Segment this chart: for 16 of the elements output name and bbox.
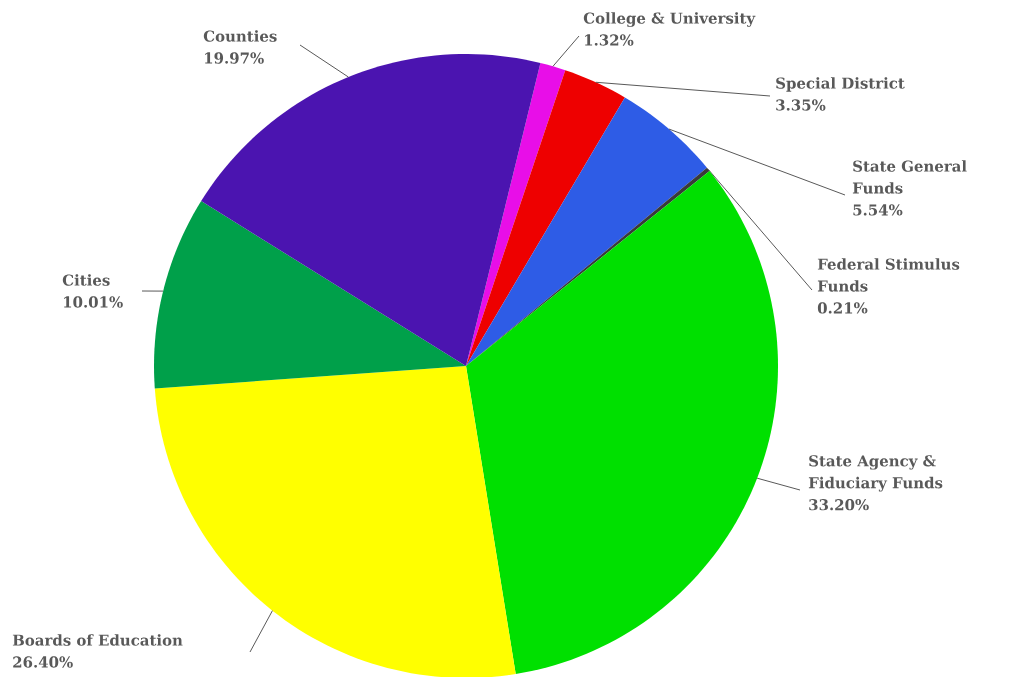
data-label: 10.01% [64,296,123,308]
slice-label: Boards of Education [12,634,183,646]
slice-label: Counties [203,30,277,42]
slice-label: College & University [583,12,756,27]
data-label: 33.20% [809,499,869,511]
data-label: 3.35% [776,99,826,111]
slice-label: Cities [62,274,110,286]
slice-label: State General Funds [852,160,967,194]
data-label: 1.32% [585,34,634,46]
data-label: 0.21% [817,302,868,314]
slice-label: Special District [776,77,905,92]
data-label: 5.54% [853,204,903,216]
data-label: 19.97% [205,52,264,64]
slice-label: State Agency & Fiduciary Funds [808,455,943,492]
slice-label: Federal Stimulus Funds [817,258,960,292]
data-label: 26.40% [13,656,73,668]
